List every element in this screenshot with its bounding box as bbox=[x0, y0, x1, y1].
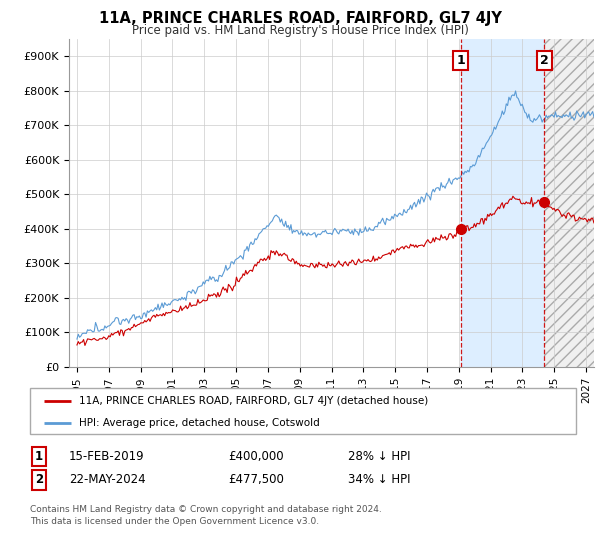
Text: 1: 1 bbox=[457, 54, 465, 67]
Text: 2: 2 bbox=[35, 473, 43, 487]
Bar bbox=[461, 39, 544, 367]
Text: 34% ↓ HPI: 34% ↓ HPI bbox=[348, 473, 410, 487]
Text: 1: 1 bbox=[35, 450, 43, 463]
Bar bbox=[544, 39, 594, 367]
FancyBboxPatch shape bbox=[30, 388, 576, 434]
Text: Contains HM Land Registry data © Crown copyright and database right 2024.
This d: Contains HM Land Registry data © Crown c… bbox=[30, 505, 382, 526]
Text: £400,000: £400,000 bbox=[228, 450, 284, 463]
Text: 28% ↓ HPI: 28% ↓ HPI bbox=[348, 450, 410, 463]
Text: HPI: Average price, detached house, Cotswold: HPI: Average price, detached house, Cots… bbox=[79, 418, 320, 427]
Text: Price paid vs. HM Land Registry's House Price Index (HPI): Price paid vs. HM Land Registry's House … bbox=[131, 24, 469, 36]
Text: £477,500: £477,500 bbox=[228, 473, 284, 487]
Text: 22-MAY-2024: 22-MAY-2024 bbox=[69, 473, 146, 487]
Text: 15-FEB-2019: 15-FEB-2019 bbox=[69, 450, 145, 463]
Text: 11A, PRINCE CHARLES ROAD, FAIRFORD, GL7 4JY: 11A, PRINCE CHARLES ROAD, FAIRFORD, GL7 … bbox=[98, 11, 502, 26]
Text: 2: 2 bbox=[540, 54, 549, 67]
Text: 11A, PRINCE CHARLES ROAD, FAIRFORD, GL7 4JY (detached house): 11A, PRINCE CHARLES ROAD, FAIRFORD, GL7 … bbox=[79, 396, 428, 406]
